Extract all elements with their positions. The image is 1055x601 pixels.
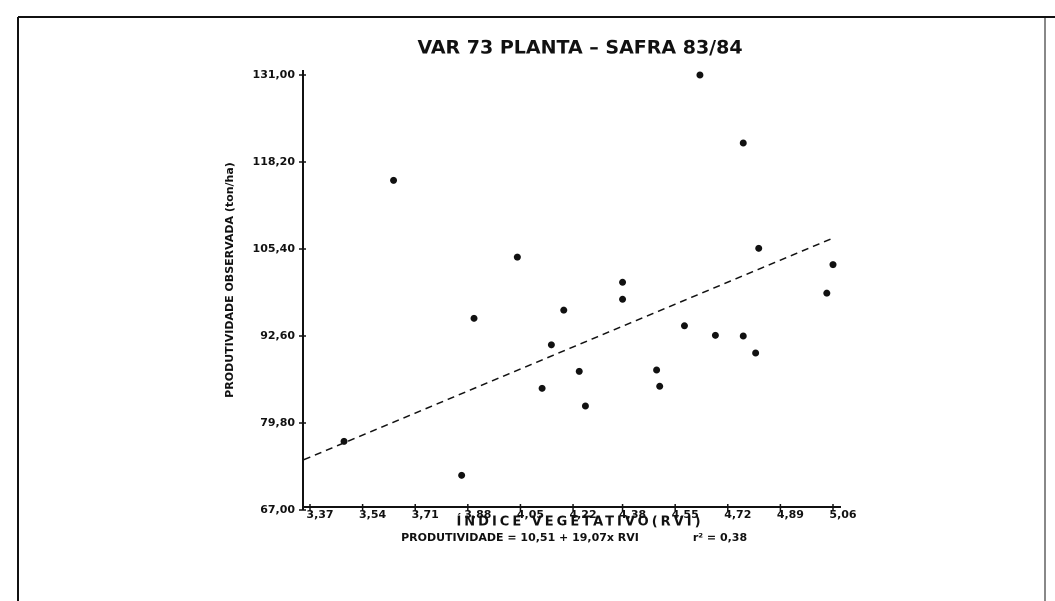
x-tick-label: 5,06 (829, 508, 856, 521)
data-point (696, 71, 704, 79)
data-point (680, 322, 688, 330)
chart-title: VAR 73 PLANTA – SAFRA 83/84 (417, 37, 742, 59)
x-axis-label: ÍNDICE VEGETATIVO(RVI) (456, 514, 703, 530)
data-point (390, 176, 398, 184)
y-tick-label: 131,00 (253, 68, 296, 81)
data-point (560, 306, 568, 314)
data-point (755, 244, 763, 252)
data-point (823, 289, 831, 297)
data-point (829, 261, 837, 269)
x-tick-label: 3,37 (306, 508, 333, 521)
data-point (581, 402, 589, 410)
y-axis-label: PRODUTIVIDADE OBSERVADA (ton/ha) (223, 162, 236, 398)
data-point (739, 332, 747, 340)
y-tick-label: 67,00 (260, 503, 295, 516)
y-tick-label: 105,40 (253, 242, 296, 255)
y-tick-label: 92,60 (260, 329, 295, 342)
x-tick-label: 3,71 (412, 508, 439, 521)
data-point (619, 278, 627, 286)
data-point (538, 384, 546, 392)
data-point (711, 331, 719, 339)
x-tick-label: 4,72 (724, 508, 751, 521)
data-point (340, 437, 348, 445)
x-tick-label: 4,22 (569, 508, 596, 521)
data-point (547, 341, 555, 349)
x-tick-label: 3,54 (359, 508, 386, 521)
data-point (739, 139, 747, 147)
data-point (470, 314, 478, 322)
data-point (619, 295, 627, 303)
data-point (458, 471, 466, 479)
x-tick-label: 3,88 (464, 508, 491, 521)
equation: PRODUTIVIDADE = 10,51 + 19,07x RVI (401, 531, 639, 544)
data-point (575, 367, 583, 375)
data-point (513, 253, 521, 261)
y-tick-label: 118,20 (253, 155, 296, 168)
trend-line (303, 237, 834, 461)
data-point (653, 366, 661, 374)
r-squared: r² = 0,38 (693, 531, 747, 544)
x-tick-label: 4,38 (619, 508, 646, 521)
data-point (656, 382, 664, 390)
data-point (752, 349, 760, 357)
x-tick-label: 4,89 (777, 508, 804, 521)
x-tick-label: 4,55 (672, 508, 699, 521)
y-tick-label: 79,80 (260, 416, 295, 429)
x-tick-label: 4,05 (517, 508, 544, 521)
